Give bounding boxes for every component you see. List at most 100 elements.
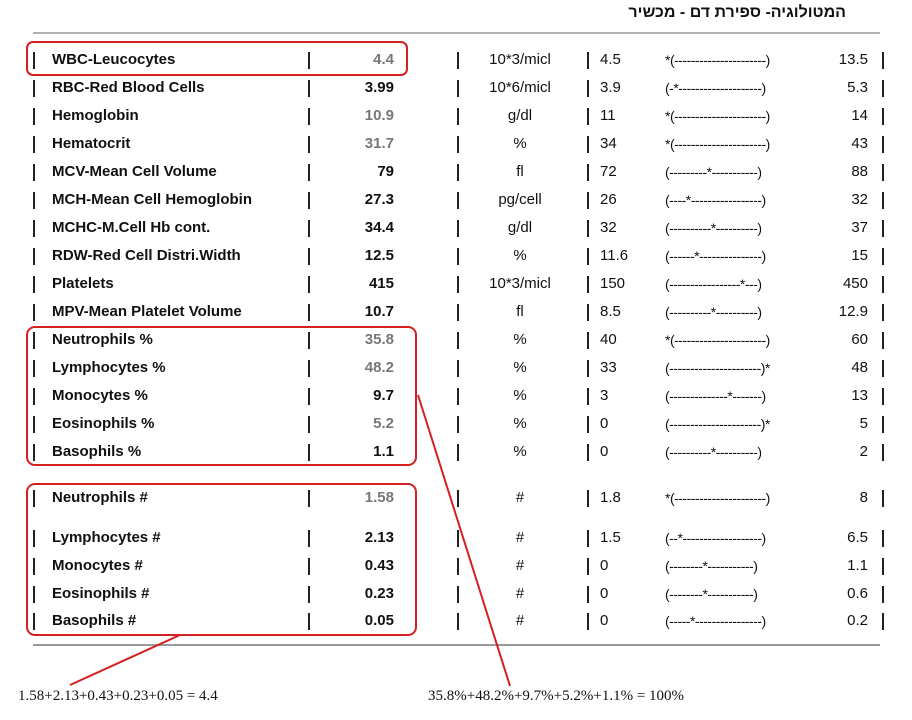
test-name: Monocytes # [52, 557, 143, 574]
column-divider [882, 164, 884, 181]
test-name: Basophils # [52, 612, 137, 629]
range-graphic: (-*--------------------) [665, 80, 766, 96]
column-divider [882, 586, 884, 603]
test-name: Monocytes % [52, 387, 148, 404]
column-divider [457, 444, 459, 461]
test-value: 34.4 [364, 219, 394, 236]
column-divider [308, 530, 310, 547]
column-divider [882, 490, 884, 507]
unit: g/dl [507, 219, 533, 236]
column-divider [33, 530, 35, 547]
column-divider [587, 416, 589, 433]
test-value: 10.7 [364, 303, 394, 320]
column-divider [587, 530, 589, 547]
range-high: 14 [851, 107, 868, 124]
test-name: Lymphocytes # [52, 529, 161, 546]
column-divider [882, 136, 884, 153]
range-high: 5.3 [847, 79, 868, 96]
unit: % [513, 387, 527, 404]
range-low: 72 [600, 163, 617, 180]
range-graphic: (--------------*-------) [665, 388, 766, 404]
column-divider [457, 164, 459, 181]
column-divider [308, 80, 310, 97]
column-divider [308, 558, 310, 575]
range-high: 450 [842, 275, 868, 292]
column-divider [33, 80, 35, 97]
range-graphic: (--------*-----------) [665, 586, 758, 602]
column-divider [457, 332, 459, 349]
column-divider [457, 136, 459, 153]
test-value: 5.2 [373, 415, 394, 432]
test-value: 0.05 [364, 612, 394, 629]
range-high: 15 [851, 247, 868, 264]
range-high: 13.5 [838, 51, 868, 68]
column-divider [33, 192, 35, 209]
column-divider [587, 80, 589, 97]
range-low: 11 [600, 107, 616, 124]
test-value: 12.5 [364, 247, 394, 264]
range-low: 40 [600, 331, 617, 348]
column-divider [457, 388, 459, 405]
unit: 10*6/micl [489, 79, 551, 96]
test-name: RBC-Red Blood Cells [52, 79, 205, 96]
range-graphic: (----------------------)* [665, 360, 770, 376]
column-divider [587, 332, 589, 349]
range-high: 1.1 [847, 557, 868, 574]
range-low: 0 [600, 585, 609, 602]
column-divider [308, 108, 310, 125]
column-divider [457, 80, 459, 97]
column-divider [587, 444, 589, 461]
column-divider [882, 220, 884, 237]
column-divider [882, 248, 884, 265]
test-value: 4.4 [373, 51, 394, 68]
column-divider [587, 360, 589, 377]
range-graphic: *(----------------------) [665, 136, 770, 152]
column-divider [308, 192, 310, 209]
column-divider [33, 52, 35, 69]
column-divider [587, 248, 589, 265]
range-high: 12.9 [838, 303, 868, 320]
test-value: 0.23 [364, 585, 394, 602]
column-divider [882, 360, 884, 377]
range-low: 3 [600, 387, 609, 404]
range-graphic: *(----------------------) [665, 332, 770, 348]
range-graphic: (--------*-----------) [665, 558, 758, 574]
unit: pg/cell [498, 191, 542, 208]
column-divider [587, 108, 589, 125]
range-high: 0.6 [847, 585, 868, 602]
range-high: 2 [859, 443, 868, 460]
unit: % [513, 443, 527, 460]
column-divider [587, 558, 589, 575]
range-low: 1.5 [600, 529, 621, 546]
column-divider [33, 304, 35, 321]
range-graphic: (----*-----------------) [665, 192, 766, 208]
column-divider [587, 490, 589, 507]
column-divider [882, 304, 884, 321]
range-high: 13 [851, 387, 868, 404]
test-value: 31.7 [364, 135, 394, 152]
unit: # [515, 489, 525, 506]
range-low: 150 [600, 275, 626, 292]
test-name: Lymphocytes % [52, 359, 166, 376]
range-graphic: (----------------------)* [665, 416, 770, 432]
range-low: 26 [600, 191, 617, 208]
column-divider [457, 108, 459, 125]
column-divider [457, 530, 459, 547]
unit: % [513, 415, 527, 432]
column-divider [33, 490, 35, 507]
column-divider [33, 360, 35, 377]
test-value: 27.3 [364, 191, 394, 208]
test-value: 9.7 [373, 387, 394, 404]
column-divider [457, 52, 459, 69]
test-value: 3.99 [364, 79, 394, 96]
unit: g/dl [507, 107, 533, 124]
test-name: Hematocrit [52, 135, 131, 152]
range-low: 0 [600, 612, 609, 629]
range-graphic: (----------*----------) [665, 444, 762, 460]
range-graphic: (------*---------------) [665, 248, 766, 264]
column-divider [882, 444, 884, 461]
column-divider [33, 108, 35, 125]
unit: # [515, 557, 525, 574]
column-divider [457, 192, 459, 209]
